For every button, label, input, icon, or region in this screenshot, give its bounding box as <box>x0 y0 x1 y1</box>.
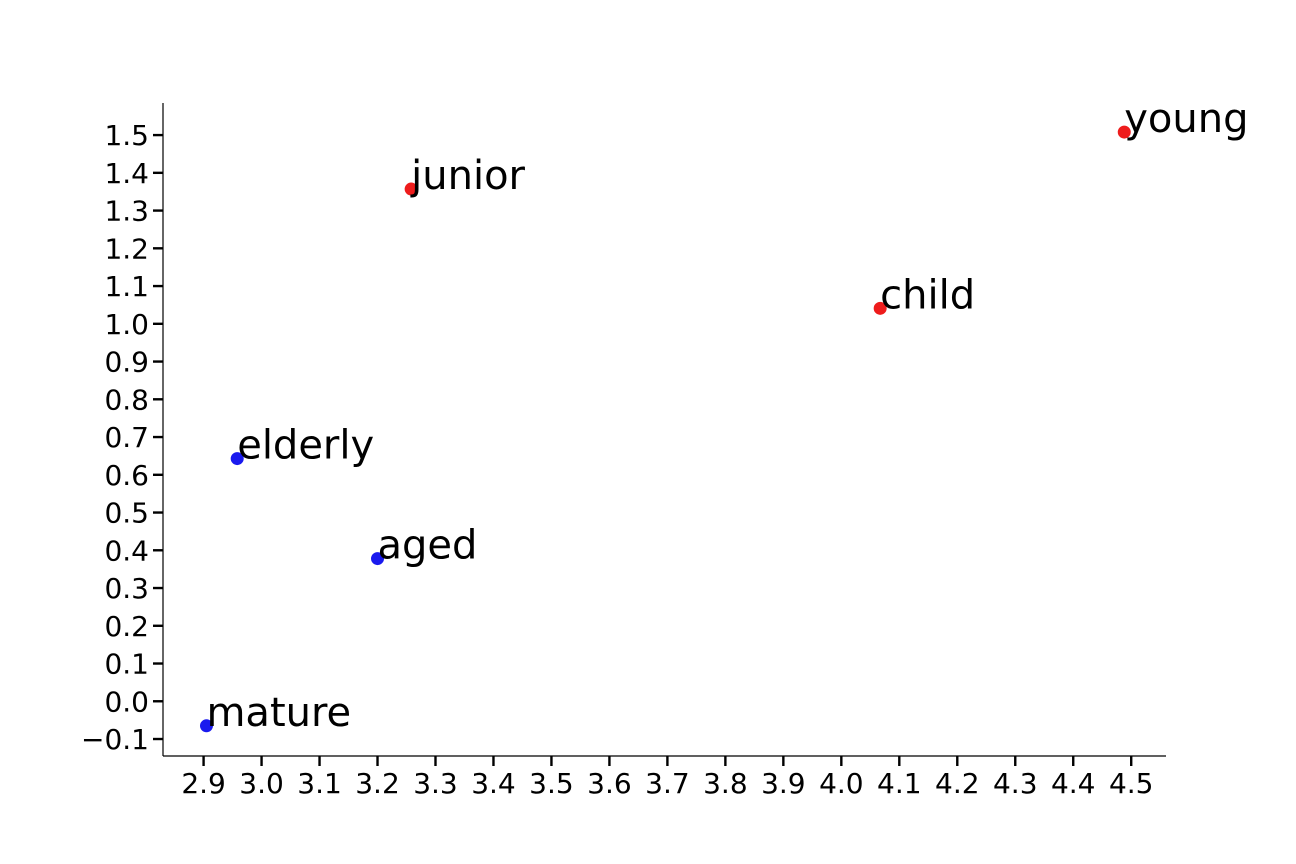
point-label-young: young <box>1124 96 1248 142</box>
x-tick-label: 3.5 <box>529 767 574 800</box>
y-tick-label: 0.8 <box>104 383 149 416</box>
data-point-young <box>1117 125 1131 139</box>
x-axis-ticks: 2.9 3.0 3.1 3.2 3.3 3.4 3.5 3.6 3.7 3.8 3.9 4.0 4.1 4… <box>181 756 1153 800</box>
y-tick-label: 0.4 <box>104 534 149 567</box>
y-tick-label: 0.7 <box>104 421 149 454</box>
x-tick-label: 2.9 <box>181 767 226 800</box>
point-label-child: child <box>880 272 975 318</box>
x-tick-label: 4.1 <box>877 767 922 800</box>
x-tick-label: 4.4 <box>1051 767 1096 800</box>
x-tick-label: 3.2 <box>355 767 400 800</box>
y-tick-label: 0.6 <box>104 459 149 492</box>
x-tick-label: 3.0 <box>239 767 284 800</box>
x-tick-label: 3.6 <box>587 767 632 800</box>
x-tick-label: 3.3 <box>413 767 458 800</box>
data-point-elderly <box>230 452 244 466</box>
data-points: young junior child elderly aged mature <box>199 96 1249 736</box>
y-tick-label: 0.5 <box>104 497 149 530</box>
point-label-aged: aged <box>378 523 478 569</box>
data-point-mature <box>199 719 213 733</box>
x-tick-label: 3.1 <box>297 767 342 800</box>
data-point-junior <box>404 182 418 196</box>
y-tick-label: −0.1 <box>81 723 149 756</box>
y-tick-label: 0.3 <box>104 572 149 605</box>
y-tick-label: 0.1 <box>104 648 149 681</box>
data-point-aged <box>371 552 385 566</box>
y-tick-label: 1.5 <box>104 119 149 152</box>
y-tick-label: 0.9 <box>104 346 149 379</box>
x-tick-label: 3.4 <box>471 767 516 800</box>
point-label-elderly: elderly <box>237 423 374 469</box>
data-point-child <box>873 301 887 315</box>
x-tick-label: 3.8 <box>703 767 748 800</box>
y-tick-label: 1.3 <box>104 195 149 228</box>
point-label-mature: mature <box>206 690 351 736</box>
y-tick-label: 0.0 <box>104 685 149 718</box>
x-tick-label: 3.7 <box>645 767 690 800</box>
x-tick-label: 4.5 <box>1109 767 1154 800</box>
y-tick-label: 1.2 <box>104 232 149 265</box>
y-tick-label: 1.0 <box>104 308 149 341</box>
x-tick-label: 4.2 <box>935 767 980 800</box>
y-tick-label: 1.1 <box>104 270 149 303</box>
x-tick-label: 3.9 <box>761 767 806 800</box>
x-tick-label: 4.3 <box>993 767 1038 800</box>
y-tick-label: 1.4 <box>104 157 149 190</box>
x-tick-label: 4.0 <box>819 767 864 800</box>
y-axis-ticks: −0.1 0.0 0.1 0.2 0.3 0.4 0.5 0.6 0.7 0.8 0.9 1.0 1.1… <box>81 119 163 756</box>
y-tick-label: 0.2 <box>104 610 149 643</box>
point-label-junior: junior <box>410 153 525 199</box>
